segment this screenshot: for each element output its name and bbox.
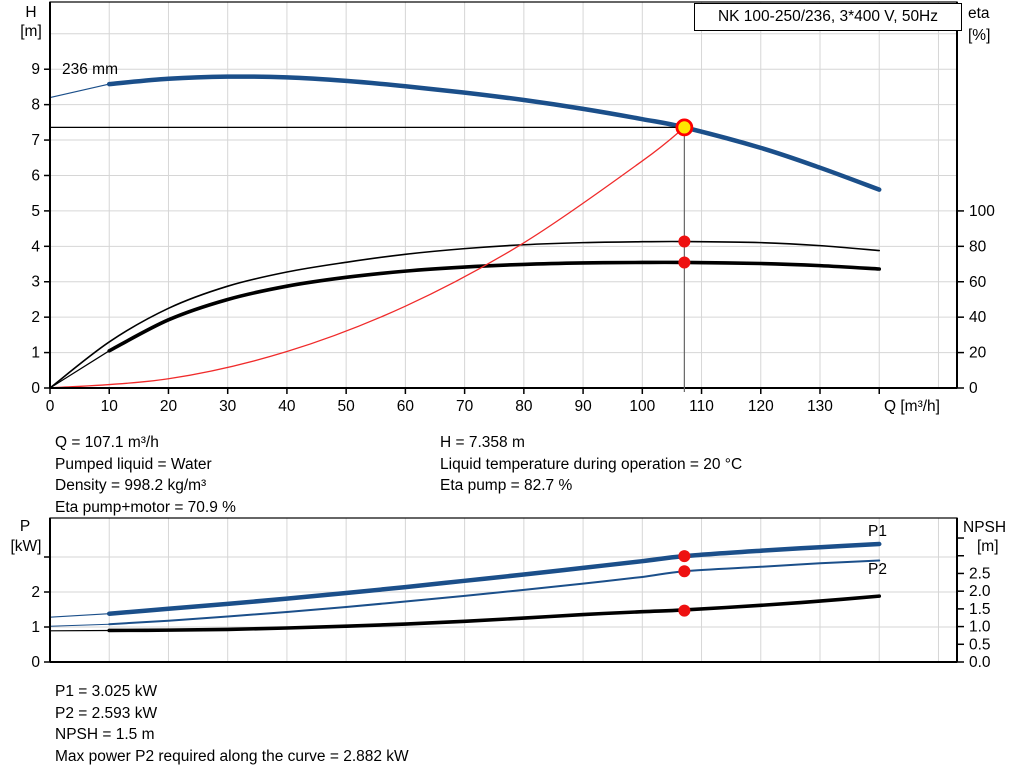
npsh-tick-label: 0.0	[969, 654, 991, 671]
q-tick-label: 130	[807, 398, 833, 415]
info-line: Eta pump = 82.7 %	[440, 477, 573, 494]
impeller-diameter-label: 236 mm	[62, 61, 118, 78]
info-line: H = 7.358 m	[440, 434, 525, 451]
h-tick-label: 3	[31, 274, 40, 291]
eta-axis-label: eta	[968, 5, 990, 22]
eta-tick-label: 100	[969, 203, 995, 220]
curve-system-curve	[49, 126, 686, 389]
bottom-chart-curves	[49, 541, 882, 633]
q-tick-label: 20	[160, 398, 178, 415]
h-tick-label: 6	[31, 167, 40, 184]
p-tick-label: 0	[31, 654, 40, 671]
q-tick-label: 0	[46, 398, 55, 415]
p-axis-label: P	[20, 518, 30, 535]
eta-tick-label: 60	[969, 274, 987, 291]
curve-p2	[108, 559, 881, 626]
p1-curve-label: P1	[868, 523, 887, 540]
p2-curve-label: P2	[868, 561, 887, 578]
q-tick-label: 30	[219, 398, 237, 415]
top-chart-frame	[49, 1, 958, 389]
top-chart-duty-point-layer	[50, 118, 694, 392]
h-tick-label: 9	[31, 61, 40, 78]
pump-title-box: NK 100-250/236, 3*400 V, 50Hz	[694, 3, 962, 31]
q-tick-label: 40	[278, 398, 296, 415]
p-axis-unit: [kW]	[11, 538, 42, 555]
duty-info-block-left: Q = 107.1 m³/h Pumped liquid = Water Densi…	[55, 432, 236, 518]
q-tick-label: 10	[101, 398, 119, 415]
eta-axis-unit: [%]	[968, 27, 990, 44]
npsh-axis-label: NPSH	[963, 519, 1006, 536]
curve-npsh	[107, 594, 882, 633]
top-chart-ticks: 0 10 20 30 40 50 60 70 80 90 100 110 120 130012345678…	[31, 61, 995, 415]
npsh-duty-dot	[678, 604, 691, 617]
q-tick-label: 50	[338, 398, 356, 415]
eta-tick-label: 80	[969, 238, 987, 255]
eta-pump-duty-dot	[678, 235, 691, 248]
npsh-tick-label: 0.5	[969, 636, 991, 653]
top-chart-grid	[50, 2, 957, 388]
q-tick-label: 100	[629, 398, 655, 415]
duty-point-handle[interactable]	[675, 118, 694, 137]
h-tick-label: 0	[31, 380, 40, 397]
q-tick-label: 120	[748, 398, 774, 415]
q-tick-label: 60	[397, 398, 415, 415]
eta-tick-label: 20	[969, 345, 987, 362]
npsh-tick-label: 2.5	[969, 565, 991, 582]
q-tick-label: 70	[456, 398, 474, 415]
info-line: Pumped liquid = Water	[55, 455, 212, 473]
h-tick-label: 4	[31, 238, 40, 255]
bottom-chart-duty-layer	[678, 550, 691, 617]
npsh-axis-unit: [m]	[977, 538, 999, 555]
duty-info-block-right: H = 7.358 m Liquid temperature during ope…	[440, 432, 742, 497]
h-tick-label: 8	[31, 97, 40, 114]
power-info-block: P1 = 3.025 kW P2 = 2.593 kW NPSH = 1.5 m Ma…	[55, 681, 409, 767]
h-axis-unit: [m]	[20, 23, 42, 40]
curve-pump-curve-236-mm-lead	[49, 83, 110, 99]
curve-eta-pump	[49, 240, 881, 389]
info-line: Density = 998.2 kg/m³	[55, 477, 207, 494]
curve-p1	[106, 541, 882, 616]
eta-tick-label: 0	[969, 380, 978, 397]
bottom-chart-grid	[50, 518, 957, 662]
p2-duty-dot	[678, 565, 691, 578]
bottom-chart-frame	[49, 517, 958, 663]
eta-pump-motor-duty-dot	[678, 256, 691, 269]
curve-p1-lead	[49, 613, 110, 618]
q-tick-label: 90	[574, 398, 592, 415]
h-tick-label: 2	[31, 309, 40, 326]
curve-eta-pump-motor	[107, 260, 882, 353]
info-line: NPSH = 1.5 m	[55, 726, 155, 743]
npsh-tick-label: 2.0	[969, 583, 991, 600]
h-tick-label: 5	[31, 203, 40, 220]
curve-p2-lead	[49, 623, 110, 627]
bottom-chart-ticks: 0 1 2 0.00.51.01.52.02.5	[31, 537, 991, 671]
h-tick-label: 1	[31, 345, 40, 362]
p-tick-label: 2	[31, 584, 40, 601]
h-tick-label: 7	[31, 132, 40, 149]
q-axis-label: Q [m³/h]	[884, 398, 940, 415]
top-chart-curves	[49, 74, 882, 389]
npsh-tick-label: 1.0	[969, 619, 991, 636]
eta-tick-label: 40	[969, 309, 987, 326]
curve-eta-pump-motor-lead	[49, 350, 110, 389]
q-tick-label: 110	[689, 398, 714, 415]
info-line: P1 = 3.025 kW	[55, 683, 158, 700]
curve-pump-curve-236-mm	[106, 74, 882, 192]
info-line: Eta pump+motor = 70.9 %	[55, 498, 236, 516]
info-line: Liquid temperature during operation = 20…	[440, 455, 743, 473]
npsh-tick-label: 1.5	[969, 601, 991, 618]
info-line: Q = 107.1 m³/h	[55, 434, 159, 451]
h-axis-label: H	[25, 4, 36, 21]
p1-duty-dot	[678, 550, 691, 563]
info-line: P2 = 2.593 kW	[55, 704, 158, 722]
info-line: Max power P2 required along the curve = …	[55, 747, 409, 765]
q-tick-label: 80	[515, 398, 533, 415]
p-tick-label: 1	[31, 619, 40, 636]
